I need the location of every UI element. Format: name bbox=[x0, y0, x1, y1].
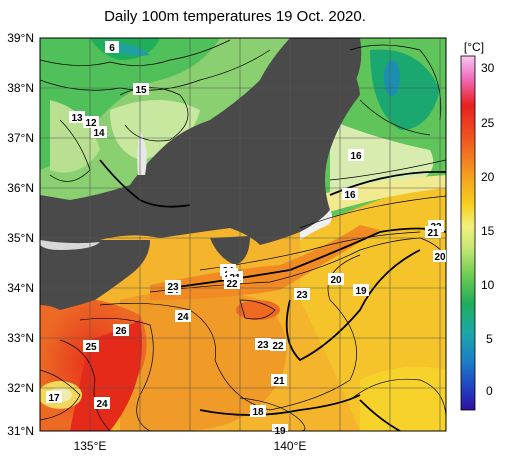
map-area bbox=[40, 38, 446, 431]
contour-label: 12 bbox=[83, 116, 99, 129]
contour-label: 23 bbox=[165, 280, 181, 293]
svg-text:22: 22 bbox=[226, 279, 238, 290]
graticule bbox=[40, 38, 446, 431]
contour-label: 19 bbox=[353, 284, 369, 297]
svg-text:13: 13 bbox=[71, 113, 83, 124]
lat-label: 35°N bbox=[7, 231, 34, 245]
contour-label: 15 bbox=[133, 83, 149, 96]
lat-label: 34°N bbox=[7, 281, 34, 295]
lat-label: 38°N bbox=[7, 81, 34, 95]
coast-fringe-noto bbox=[137, 130, 147, 175]
svg-text:24: 24 bbox=[177, 312, 189, 323]
colorbar: [°C] 30 25 20 15 10 5 0 bbox=[460, 40, 495, 411]
ocean-orange-south bbox=[120, 290, 287, 431]
svg-text:23: 23 bbox=[167, 282, 179, 293]
svg-text:20: 20 bbox=[330, 275, 342, 286]
svg-text:19: 19 bbox=[355, 286, 367, 297]
pale-band-northeast bbox=[330, 120, 434, 205]
svg-text:19: 19 bbox=[274, 426, 286, 437]
svg-text:24: 24 bbox=[96, 399, 108, 410]
colorbar-tick: 25 bbox=[481, 116, 495, 130]
contour-label: 17 bbox=[46, 391, 62, 404]
svg-text:23: 23 bbox=[296, 290, 308, 301]
lat-label: 33°N bbox=[7, 331, 34, 345]
coastal-warm-band bbox=[150, 225, 380, 300]
svg-text:21: 21 bbox=[273, 376, 285, 387]
svg-text:20: 20 bbox=[434, 252, 446, 263]
longitude-labels: 135°E 140°E bbox=[74, 439, 307, 453]
colorbar-tick: 10 bbox=[481, 278, 495, 292]
contour-label: 21 bbox=[271, 374, 287, 387]
coast-fringe-east bbox=[300, 210, 333, 240]
svg-text:6: 6 bbox=[109, 43, 115, 54]
bold-contours bbox=[99, 159, 446, 431]
svg-text:16: 16 bbox=[344, 190, 356, 201]
lat-label: 36°N bbox=[7, 181, 34, 195]
contour-label: 22 bbox=[224, 277, 240, 290]
colorbar-tick: 30 bbox=[481, 61, 495, 75]
svg-text:15: 15 bbox=[135, 85, 147, 96]
kii-shikoku-land bbox=[40, 240, 150, 310]
contour-label: 18 bbox=[250, 405, 266, 418]
contour-label: 13 bbox=[69, 111, 85, 124]
lat-label: 39°N bbox=[7, 31, 34, 45]
map-frame bbox=[39, 37, 447, 432]
svg-text:16: 16 bbox=[350, 151, 362, 162]
lat-label: 37°N bbox=[7, 131, 34, 145]
colorbar-tick: 15 bbox=[481, 224, 495, 238]
contour-label: 19 bbox=[272, 424, 288, 437]
colorbar-tick: 0 bbox=[486, 384, 493, 398]
tohoku-north-land bbox=[330, 38, 362, 92]
contour-label: 20 bbox=[433, 250, 446, 263]
colorbar-scale bbox=[460, 55, 476, 411]
transition-band bbox=[300, 175, 446, 218]
svg-text:14: 14 bbox=[93, 128, 105, 139]
svg-text:12: 12 bbox=[85, 118, 97, 129]
contour-label: 20 bbox=[328, 273, 344, 286]
contour-label: 22 bbox=[270, 339, 286, 352]
svg-text:17: 17 bbox=[48, 393, 60, 404]
cold-eddy-core bbox=[384, 60, 400, 96]
contour-label: 25 bbox=[83, 340, 99, 353]
ocean-yellow-southeast bbox=[360, 366, 446, 431]
contour-labels: 6 15 13 12 14 16 16 22 21 20 20 19 24 23… bbox=[46, 41, 446, 437]
lat-label: 32°N bbox=[7, 381, 34, 395]
contour-label: 16 bbox=[342, 188, 358, 201]
contour-label: 23 bbox=[294, 288, 310, 301]
lat-label: 31°N bbox=[7, 424, 34, 438]
latitude-labels: 39°N 38°N 37°N 36°N 35°N 34°N 33°N 32°N … bbox=[7, 31, 34, 438]
colorbar-tick: 5 bbox=[486, 332, 493, 346]
sea-of-japan-cold bbox=[40, 38, 220, 170]
contour-label: 6 bbox=[105, 41, 119, 54]
colorbar-unit: [°C] bbox=[464, 40, 484, 54]
contour-label: 21 bbox=[425, 226, 441, 239]
contour-label: 26 bbox=[113, 324, 129, 337]
contour-label: 24 bbox=[94, 397, 110, 410]
kuroshio-core bbox=[70, 320, 142, 431]
contour-label: 24 bbox=[175, 310, 191, 323]
lon-label: 135°E bbox=[74, 439, 107, 453]
contour-label: 14 bbox=[91, 126, 107, 139]
svg-text:21: 21 bbox=[427, 228, 439, 239]
svg-text:18: 18 bbox=[252, 407, 264, 418]
svg-text:22: 22 bbox=[272, 341, 284, 352]
sado-island bbox=[313, 64, 333, 92]
svg-text:26: 26 bbox=[115, 326, 127, 337]
contour-label: 23 bbox=[255, 338, 271, 351]
colorbar-tick: 20 bbox=[481, 170, 495, 184]
lon-label: 140°E bbox=[274, 439, 307, 453]
pale-green-west bbox=[50, 100, 100, 173]
contour-label: 16 bbox=[348, 149, 364, 162]
pale-green-central bbox=[110, 100, 200, 160]
svg-text:23: 23 bbox=[257, 340, 269, 351]
map-title: Daily 100m temperatures 19 Oct. 2020. bbox=[104, 8, 366, 25]
svg-text:25: 25 bbox=[85, 342, 97, 353]
honshu-land bbox=[40, 38, 360, 245]
coast-fringe-west bbox=[40, 240, 100, 250]
